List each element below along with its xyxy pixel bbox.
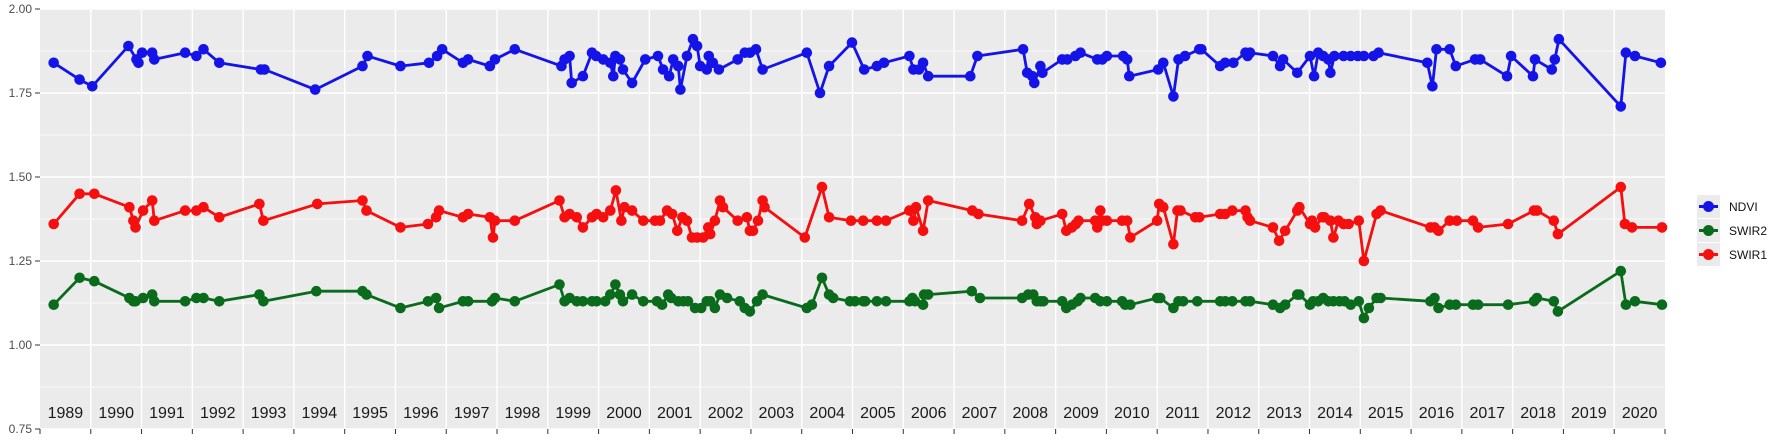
x-tick-label: 2006 [911,405,947,422]
legend-item-swir2: SWIR2 [1697,219,1767,242]
series-SWIR2 [48,265,1668,324]
legend-dot-icon [1703,249,1714,260]
series-SWIR1 [48,181,1668,267]
x-tick-label: 1994 [302,405,338,422]
legend-key-icon [1697,219,1720,242]
legend-label: SWIR2 [1729,223,1768,238]
legend-item-swir1: SWIR1 [1697,243,1767,266]
y-tick-label: 1.00 [9,338,33,352]
x-tick-label: 1998 [505,405,541,422]
x-tick-label: 2020 [1622,405,1658,422]
legend-label: SWIR1 [1729,247,1768,262]
x-tick-label: 1992 [200,405,236,422]
x-tick-label: 1990 [98,405,134,422]
x-tick-label: 2014 [1317,405,1353,422]
x-tick-label: 2005 [860,405,896,422]
x-tick-label: 2008 [1012,405,1048,422]
x-tick-label: 2012 [1216,405,1252,422]
x-tick-label: 2017 [1469,405,1505,422]
y-tick-label: 1.75 [9,86,33,100]
x-tick-label: 1989 [48,405,84,422]
legend: NDVI SWIR2 SWIR1 [1697,195,1767,267]
x-tick-label: 1996 [403,405,439,422]
x-tick-label: 1999 [555,405,591,422]
x-tick-label: 1997 [454,405,490,422]
y-tick-label: 1.50 [9,170,33,184]
x-tick-label: 2000 [606,405,642,422]
x-tick-label: 2013 [1266,405,1302,422]
y-tick-label: 1.25 [9,254,33,268]
legend-key-icon [1697,243,1720,266]
gridlines [40,8,1665,430]
x-tick-label: 2007 [962,405,998,422]
x-axis: 1989 1990 1991 1992 1993 1994 1995 1996 1997 1998… [39,405,1666,434]
x-tick-label: 2011 [1165,405,1200,422]
x-tick-label: 2009 [1063,405,1099,422]
x-tick-label: 2015 [1368,405,1404,422]
legend-key-icon [1697,195,1720,218]
legend-label: NDVI [1729,199,1758,214]
x-tick-label: 2018 [1520,405,1556,422]
x-tick-label: 1995 [352,405,388,422]
x-tick-label: 1991 [149,405,185,422]
x-tick-label: 1993 [251,405,287,422]
legend-dot-icon [1703,201,1714,212]
x-tick-label: 2001 [657,405,693,422]
legend-dot-icon [1703,225,1714,236]
x-tick-label: 2016 [1419,405,1455,422]
x-tick-label: 2010 [1114,405,1150,422]
x-tick-label: 2002 [708,405,744,422]
legend-item-ndvi: NDVI [1697,195,1767,218]
series-NDVI [48,33,1667,112]
x-tick-label: 2003 [759,405,795,422]
y-tick-label: 0.75 [9,422,33,436]
x-tick-label: 2019 [1571,405,1607,422]
y-tick-label: 2.00 [9,2,33,16]
x-tick-label: 2004 [809,405,845,422]
y-axis: 0.75 1.00 1.25 1.50 1.75 2.00 [9,2,40,436]
